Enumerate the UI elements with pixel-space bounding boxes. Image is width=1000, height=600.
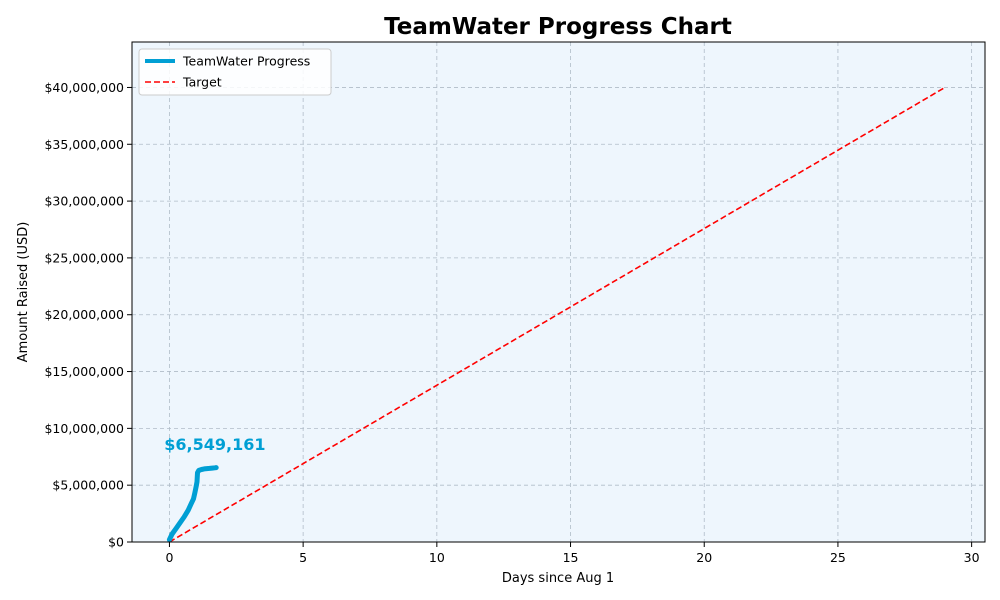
y-tick-label: $10,000,000 — [44, 421, 124, 436]
y-tick-label: $15,000,000 — [44, 364, 124, 379]
annotation-label: $6,549,161 — [164, 435, 265, 454]
progress-line — [166, 465, 219, 543]
y-tick-label: $0 — [108, 535, 124, 550]
x-tick-label: 15 — [563, 550, 579, 565]
y-tick-label: $30,000,000 — [44, 194, 124, 209]
legend-entry-label: Target — [182, 75, 222, 90]
chart-title: TeamWater Progress Chart — [384, 14, 732, 40]
annotations: $6,549,161 — [164, 435, 265, 454]
x-axis: 0 5 10 15 20 25 30 — [165, 542, 980, 565]
x-tick-label: 30 — [964, 550, 980, 565]
x-axis-label: Days since Aug 1 — [502, 571, 614, 586]
y-tick-label: $40,000,000 — [44, 80, 124, 95]
x-tick-label: 25 — [830, 550, 846, 565]
y-tick-label: $35,000,000 — [44, 137, 124, 152]
x-tick-label: 10 — [429, 550, 445, 565]
y-axis: $0 $5,000,000 $10,000,000 $15,000,000 $20,00… — [44, 80, 132, 550]
y-tick-label: $5,000,000 — [52, 478, 124, 493]
legend-entry-label: TeamWater Progress — [182, 54, 310, 69]
legend: TeamWater Progress Target — [138, 48, 332, 96]
x-tick-label: 5 — [299, 550, 307, 565]
x-tick-label: 0 — [165, 550, 173, 565]
legend-box — [138, 48, 332, 96]
grid — [132, 42, 985, 543]
target-line — [168, 86, 946, 543]
y-axis-label: Amount Raised (USD) — [16, 222, 31, 363]
plot-frame — [131, 41, 986, 543]
plot-area — [132, 42, 985, 542]
series-layer — [166, 86, 946, 543]
y-tick-label: $20,000,000 — [44, 307, 124, 322]
y-tick-label: $25,000,000 — [44, 250, 124, 265]
x-tick-label: 20 — [696, 550, 712, 565]
